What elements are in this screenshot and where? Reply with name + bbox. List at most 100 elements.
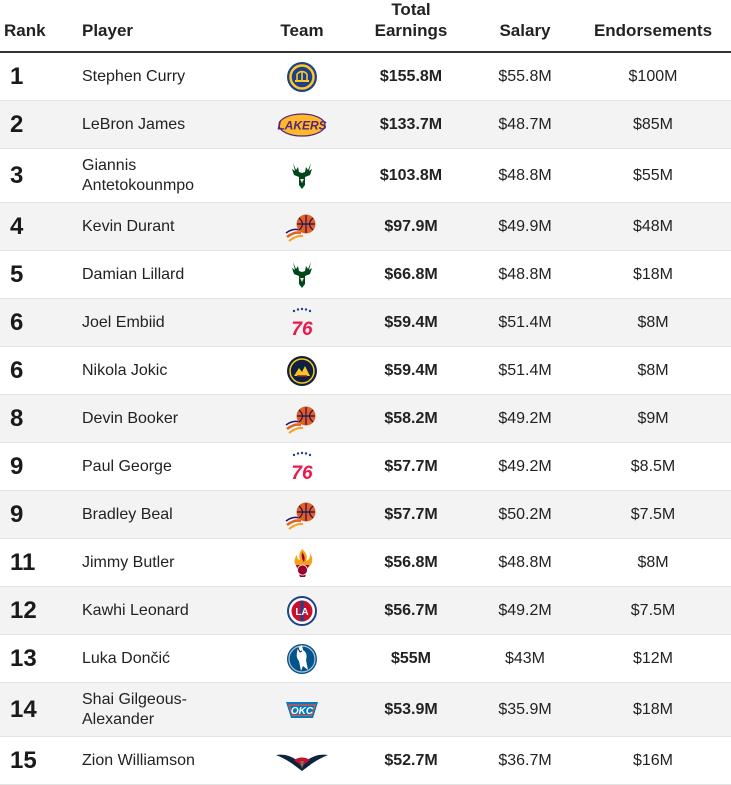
76ers-logo-text: 76	[291, 463, 313, 483]
table-row: 5 Damian Lillard $66.8M $48.8M $18M	[0, 251, 731, 299]
team-cell: OKC	[257, 697, 347, 723]
team-cell	[257, 403, 347, 435]
total-earnings-cell: $56.8M	[384, 553, 438, 571]
lakers-logo-text: LAKERS	[277, 118, 326, 132]
salary-cell: $48.8M	[498, 166, 552, 184]
rank-cell: 13	[10, 644, 37, 672]
team-cell	[257, 499, 347, 531]
endorsements-cell: $7.5M	[630, 601, 676, 619]
total-earnings-cell: $56.7M	[384, 601, 438, 619]
player-name: LeBron James	[82, 115, 186, 133]
endorsements-cell: $8M	[637, 361, 669, 379]
total-earnings-cell: $103.8M	[379, 166, 443, 184]
clippers-logo-icon: LA	[287, 595, 317, 626]
rank-cell: 14	[10, 695, 37, 723]
rank-cell: 9	[10, 452, 24, 480]
table-row: 1 Stephen Curry $155.8M $55.8M $100M	[0, 53, 731, 101]
salary-cell: $35.9M	[498, 700, 552, 718]
warriors-logo-icon	[287, 61, 317, 92]
header-team[interactable]: Team	[280, 21, 324, 40]
table-row: 4 Kevin Durant $97.9M $49.9M $48M	[0, 203, 731, 251]
suns-logo-icon	[285, 502, 316, 530]
player-name: Jimmy Butler	[82, 553, 175, 571]
header-rank[interactable]: Rank	[4, 21, 46, 40]
rank-cell: 11	[10, 548, 36, 576]
team-cell	[257, 749, 347, 773]
salary-cell: $49.2M	[498, 457, 552, 475]
endorsements-cell: $18M	[632, 700, 674, 718]
player-name: Nikola Jokic	[82, 361, 168, 379]
table-row: 8 Devin Booker $58.2M $49.2M $9M	[0, 395, 731, 443]
salary-cell: $48.8M	[498, 553, 552, 571]
nuggets-logo-icon	[287, 355, 317, 386]
table-row: 15 Zion Williamson $52.7M $36.7M $16M	[0, 737, 731, 785]
header-endorsements[interactable]: Endorsements	[593, 21, 713, 40]
lakers-logo-icon: LAKERS	[277, 112, 327, 137]
salary-cell: $43M	[504, 649, 546, 667]
salary-cell: $48.8M	[498, 265, 552, 283]
salary-cell: $48.7M	[498, 115, 552, 133]
endorsements-cell: $8M	[637, 553, 669, 571]
player-name: Kawhi Leonard	[82, 601, 189, 619]
team-cell	[257, 643, 347, 675]
bucks-logo-icon	[292, 162, 312, 189]
total-earnings-cell: $155.8M	[379, 67, 443, 85]
rank-cell: 6	[10, 356, 24, 384]
thunder-logo-icon: OKC	[286, 701, 318, 718]
endorsements-cell: $85M	[632, 115, 674, 133]
total-earnings-cell: $55M	[390, 649, 432, 667]
endorsements-cell: $12M	[632, 649, 674, 667]
mavericks-logo-icon	[287, 643, 317, 674]
player-name: Giannis Antetokounmpo	[82, 156, 195, 194]
team-cell	[257, 355, 347, 387]
table-row: 13 Luka Dončić $55M $43M $12M	[0, 635, 731, 683]
total-earnings-cell: $59.4M	[384, 361, 438, 379]
pelicans-logo-icon	[276, 754, 328, 771]
endorsements-cell: $8.5M	[630, 457, 676, 475]
table-row: 12 Kawhi Leonard LA $56.7M $49.2M $7.5M	[0, 587, 731, 635]
player-name: Paul George	[82, 457, 172, 475]
endorsements-cell: $7.5M	[630, 505, 676, 523]
heat-logo-icon	[294, 548, 313, 577]
team-cell: LAKERS	[257, 112, 347, 138]
total-earnings-cell: $58.2M	[384, 409, 438, 427]
endorsements-cell: $48M	[632, 217, 674, 235]
salary-cell: $55.8M	[498, 67, 552, 85]
header-total-line2: Earnings	[374, 21, 448, 40]
salary-cell: $51.4M	[498, 313, 552, 331]
bucks-logo-icon	[292, 261, 312, 288]
table-row: 6 Nikola Jokic $59.4M $51.4M $8M	[0, 347, 731, 395]
salary-cell: $49.9M	[498, 217, 552, 235]
rank-cell: 8	[10, 404, 24, 432]
total-earnings-cell: $53.9M	[384, 700, 438, 718]
rank-cell: 4	[10, 212, 24, 240]
suns-logo-icon	[285, 214, 316, 242]
table-row: 9 Bradley Beal $57.7M $50.2M $7.5M	[0, 491, 731, 539]
rank-cell: 15	[10, 746, 37, 774]
table-row: 6 Joel Embiid 76 $59.4M $51.4M $8M	[0, 299, 731, 347]
team-cell	[257, 547, 347, 579]
table-header: Rank Player Team Total Earnings Salary E…	[0, 0, 731, 53]
salary-cell: $50.2M	[498, 505, 552, 523]
header-total-line1: Total	[391, 0, 431, 19]
thunder-logo-text: OKC	[291, 706, 314, 717]
76ers-logo-text: 76	[291, 319, 313, 339]
header-salary[interactable]: Salary	[499, 21, 551, 40]
suns-logo-icon	[285, 406, 316, 434]
clippers-logo-text: LA	[295, 607, 308, 618]
endorsements-cell: $100M	[628, 67, 678, 85]
team-cell	[257, 161, 347, 191]
rank-cell: 3	[10, 161, 24, 189]
header-total-earnings[interactable]: Total Earnings	[347, 0, 475, 41]
total-earnings-cell: $59.4M	[384, 313, 438, 331]
rank-cell: 6	[10, 308, 24, 336]
header-player[interactable]: Player	[82, 21, 134, 40]
76ers-logo-icon: 76	[291, 451, 313, 483]
table-row: 14 Shai Gilgeous-Alexander OKC $53.9M $35.…	[0, 683, 731, 737]
team-cell	[257, 61, 347, 93]
total-earnings-cell: $66.8M	[384, 265, 438, 283]
rank-cell: 1	[10, 62, 24, 90]
table-row: 2 LeBron James LAKERS $133.7M $48.7M $85M	[0, 101, 731, 149]
player-name: Devin Booker	[82, 409, 179, 427]
total-earnings-cell: $57.7M	[384, 505, 438, 523]
